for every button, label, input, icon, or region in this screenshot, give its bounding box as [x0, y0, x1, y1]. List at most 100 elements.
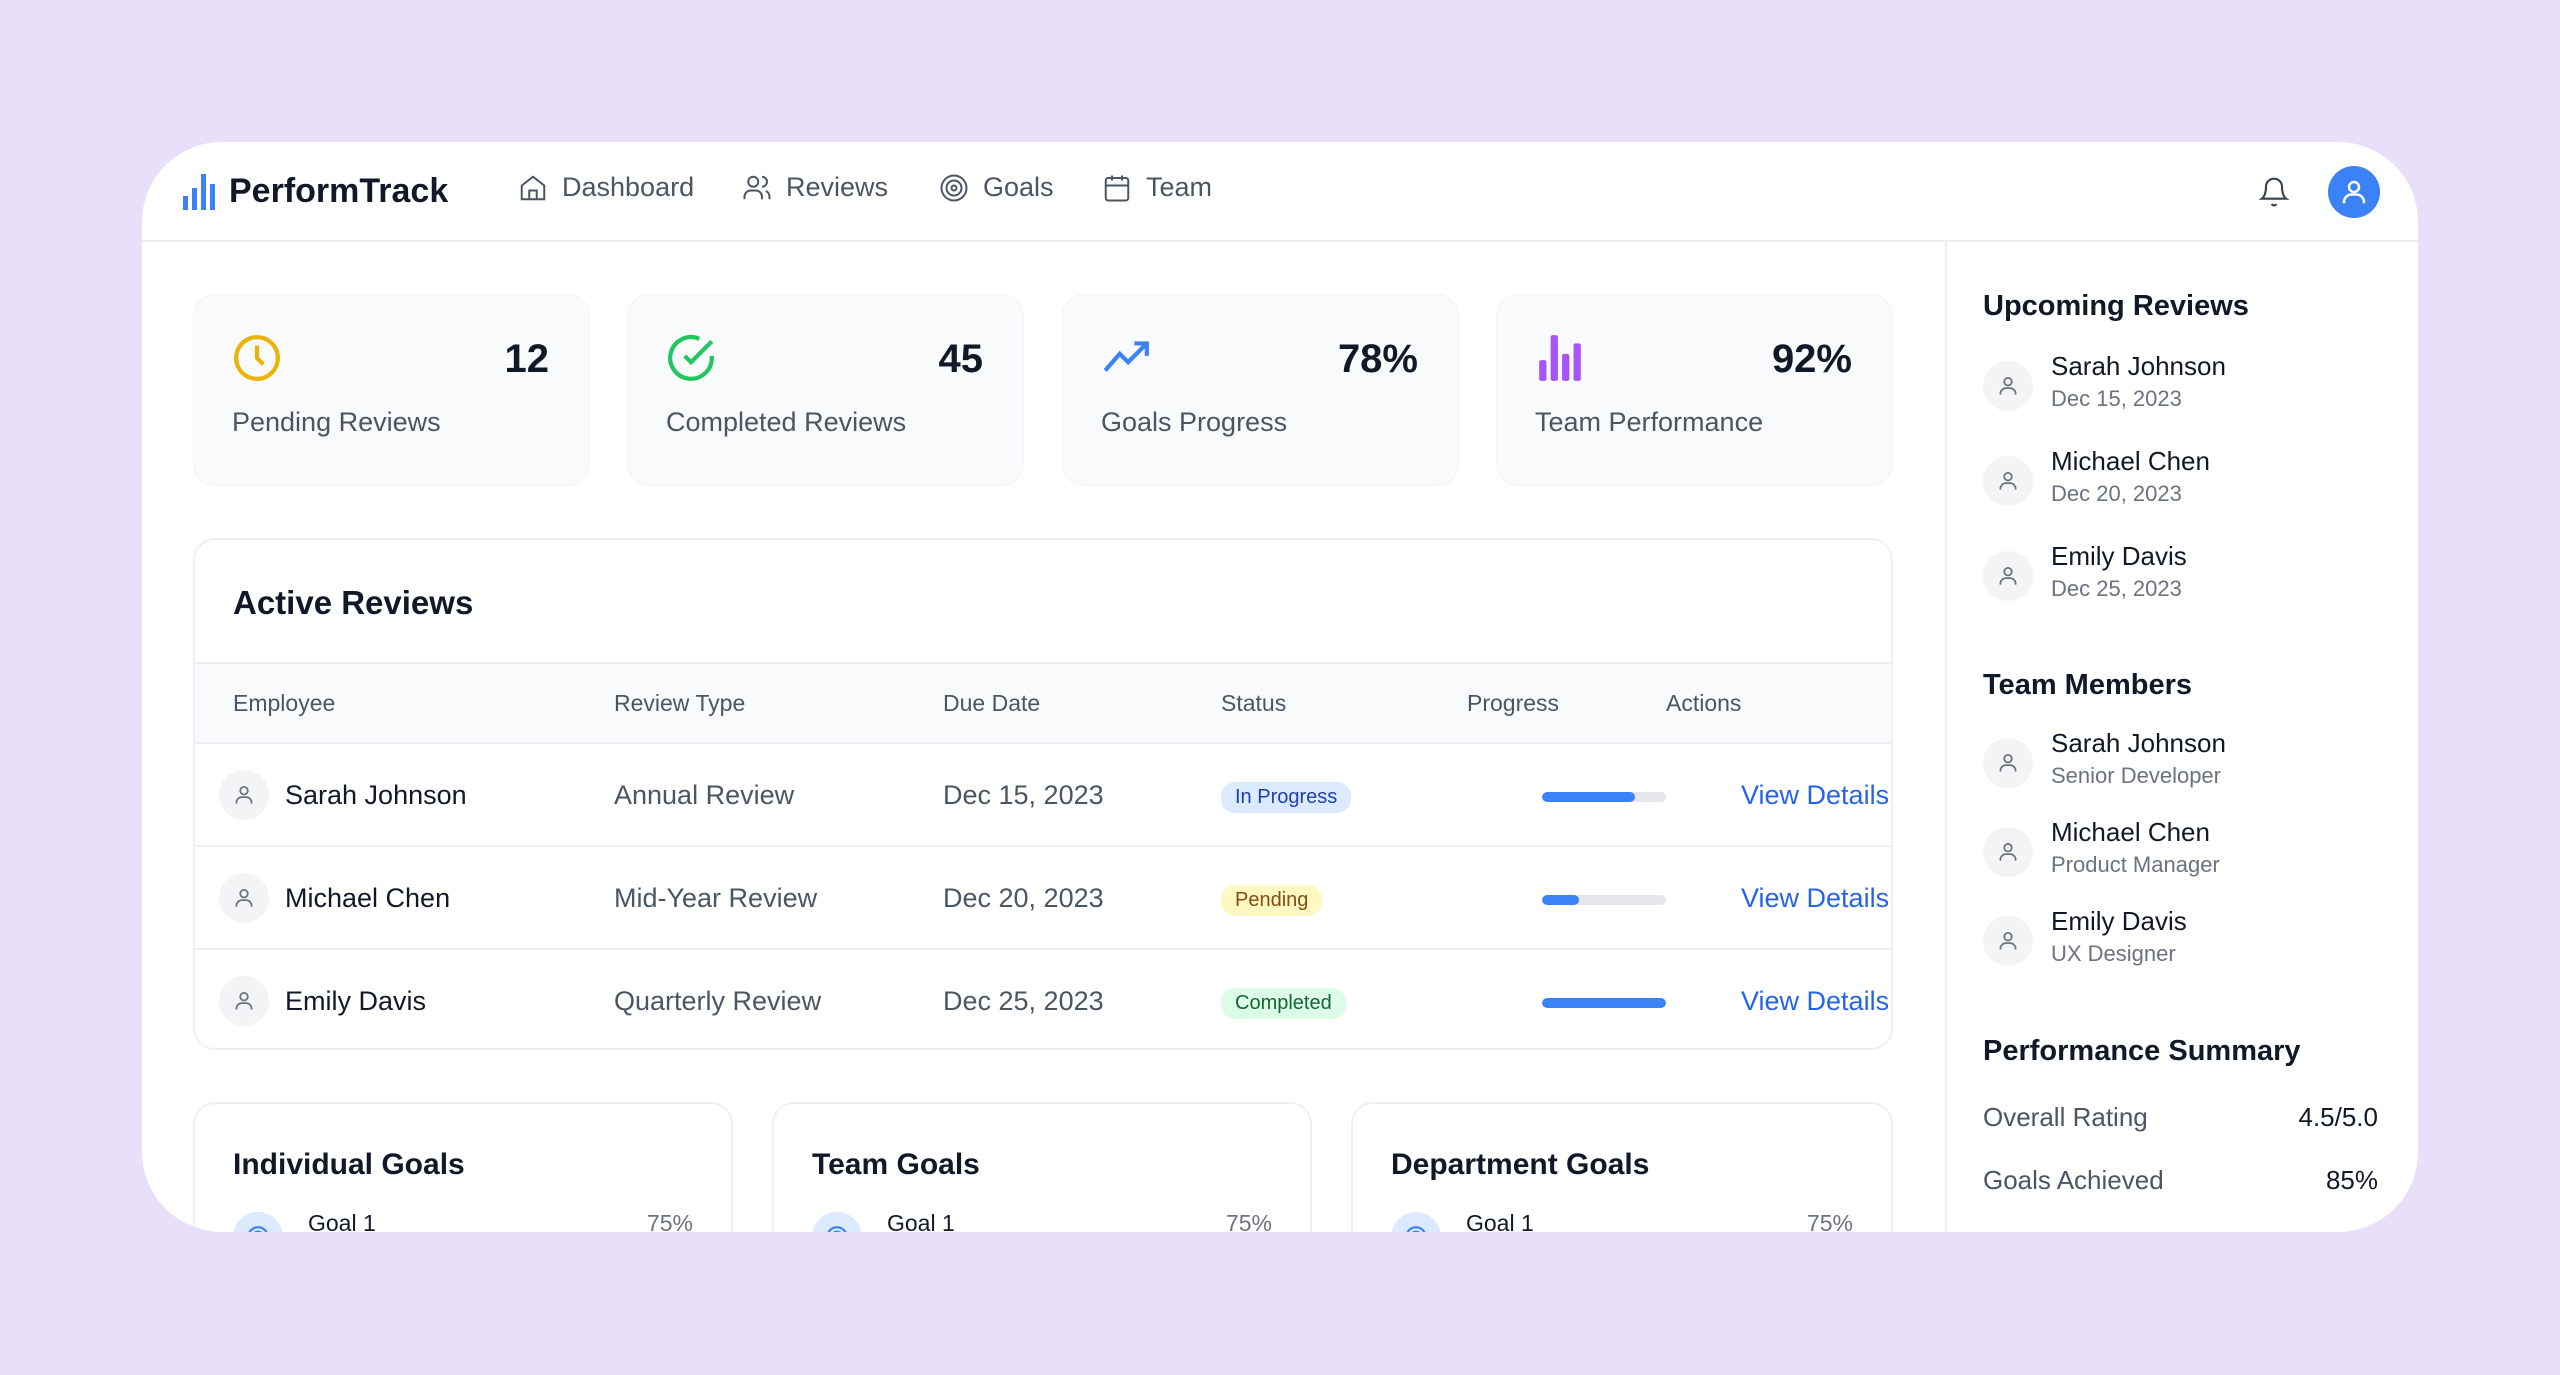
app-window: PerformTrack Dashboard Reviews Goals Tea…	[142, 142, 2418, 1232]
person-name: Emily Davis	[2051, 906, 2187, 936]
due-date: Dec 15, 2023	[943, 780, 1104, 810]
user-icon	[1999, 932, 2017, 950]
top-nav: PerformTrack Dashboard Reviews Goals Tea…	[142, 142, 2418, 242]
goals-title: Individual Goals	[233, 1148, 465, 1181]
due-date: Dec 20, 2023	[943, 883, 1104, 913]
nav-goals[interactable]: Goals	[939, 172, 1054, 203]
goals-card: Individual Goals Goal 1 75%	[193, 1102, 733, 1232]
goal-icon	[233, 1212, 283, 1232]
user-icon	[1999, 754, 2017, 772]
goal-name: Goal 1	[308, 1210, 376, 1232]
goals-title: Department Goals	[1391, 1148, 1650, 1181]
goal-name: Goal 1	[887, 1210, 955, 1232]
stat-label: Pending Reviews	[232, 407, 441, 437]
home-icon	[520, 174, 546, 200]
user-icon	[235, 992, 253, 1010]
active-reviews-card: Active Reviews Employee Review Type Due …	[193, 538, 1893, 1050]
upcoming-reviews-title: Upcoming Reviews	[1983, 290, 2249, 322]
user-icon	[1999, 567, 2017, 585]
goal-percent: 75%	[1225, 1210, 1272, 1232]
progress-bar	[1542, 792, 1666, 802]
progress-fill	[1542, 998, 1666, 1008]
goal-percent: 75%	[1806, 1210, 1853, 1232]
goal-percent: 75%	[646, 1210, 693, 1232]
team-members-title: Team Members	[1983, 669, 2192, 701]
user-icon	[1999, 377, 2017, 395]
goal-name: Goal 1	[1466, 1210, 1534, 1232]
table-row: Sarah Johnson Annual Review Dec 15, 2023…	[195, 742, 1891, 845]
nav-reviews[interactable]: Reviews	[742, 172, 888, 203]
view-details-link[interactable]: View Details	[1741, 780, 1890, 810]
employee-name: Emily Davis	[285, 986, 427, 1016]
summary-value: 4.5/5.0	[2298, 1102, 2378, 1132]
table-row: Michael Chen Mid-Year Review Dec 20, 202…	[195, 845, 1891, 948]
person-name: Sarah Johnson	[2051, 351, 2226, 381]
employee-avatar	[219, 770, 269, 820]
avatar	[1983, 361, 2033, 411]
nav-team[interactable]: Team	[1102, 172, 1212, 203]
bell-icon[interactable]	[2258, 176, 2290, 208]
summary-value: 85%	[2325, 1165, 2378, 1195]
goals-card: Department Goals Goal 1 75%	[1351, 1102, 1893, 1232]
avatar	[1983, 916, 2033, 966]
user-icon	[1999, 843, 2017, 861]
progress-fill	[1542, 895, 1580, 905]
review-type: Quarterly Review	[614, 986, 822, 1016]
review-type: Mid-Year Review	[614, 883, 818, 913]
nav-label: Reviews	[786, 172, 889, 202]
column-header: Employee	[233, 690, 336, 716]
app-name: PerformTrack	[229, 172, 449, 210]
logo[interactable]: PerformTrack	[183, 172, 448, 211]
stat-value: 92%	[1771, 337, 1852, 381]
review-date: Dec 15, 2023	[2051, 386, 2182, 411]
clock-icon	[234, 335, 280, 381]
check-circle-icon	[668, 335, 714, 381]
employee-name: Michael Chen	[285, 883, 451, 913]
target-icon	[940, 174, 968, 201]
avatar	[1983, 738, 2033, 788]
person-name: Sarah Johnson	[2051, 728, 2226, 758]
user-icon	[235, 889, 253, 907]
stat-card-goals: 78% Goals Progress	[1062, 294, 1459, 486]
column-header: Review Type	[614, 690, 746, 716]
stat-label: Team Performance	[1535, 407, 1764, 437]
user-icon	[235, 786, 253, 804]
table-row: Emily Davis Quarterly Review Dec 25, 202…	[195, 948, 1891, 1048]
review-date: Dec 25, 2023	[2051, 576, 2182, 601]
stat-value: 45	[938, 337, 984, 381]
employee-avatar	[219, 873, 269, 923]
status-badge: In Progress	[1221, 782, 1352, 813]
users-icon	[743, 175, 771, 199]
performance-summary-title: Performance Summary	[1983, 1035, 2301, 1067]
nav-label: Goals	[983, 172, 1054, 202]
stat-card-pending: 12 Pending Reviews	[193, 294, 590, 486]
view-details-link[interactable]: View Details	[1741, 986, 1890, 1016]
trending-up-icon	[1103, 341, 1149, 372]
calendar-icon	[1104, 175, 1130, 201]
avatar	[1983, 551, 2033, 601]
person-role: Senior Developer	[2051, 763, 2221, 788]
employee-name: Sarah Johnson	[285, 780, 467, 810]
bar-chart-icon	[1539, 335, 1581, 381]
progress-bar	[1542, 998, 1666, 1008]
status-badge: Pending	[1221, 885, 1323, 916]
avatar	[1983, 456, 2033, 506]
view-details-link[interactable]: View Details	[1741, 883, 1890, 913]
stat-card-completed: 45 Completed Reviews	[627, 294, 1024, 486]
person-role: UX Designer	[2051, 941, 2176, 966]
stat-card-team-performance: 92% Team Performance	[1496, 294, 1893, 486]
nav-dashboard[interactable]: Dashboard	[518, 172, 694, 203]
bar-chart-logo-icon	[183, 173, 215, 210]
target-icon	[248, 1226, 268, 1232]
review-type: Annual Review	[614, 780, 795, 810]
user-avatar-button[interactable]	[2328, 166, 2380, 218]
stat-value: 12	[504, 337, 550, 381]
progress-fill	[1542, 792, 1635, 802]
column-header: Progress	[1467, 690, 1560, 716]
table-header: Employee Review Type Due Date Status Pro…	[195, 662, 1891, 742]
nav-label: Team	[1146, 172, 1213, 202]
person-role: Product Manager	[2051, 852, 2220, 877]
due-date: Dec 25, 2023	[943, 986, 1104, 1016]
stat-value: 78%	[1337, 337, 1418, 381]
target-icon	[827, 1226, 847, 1232]
